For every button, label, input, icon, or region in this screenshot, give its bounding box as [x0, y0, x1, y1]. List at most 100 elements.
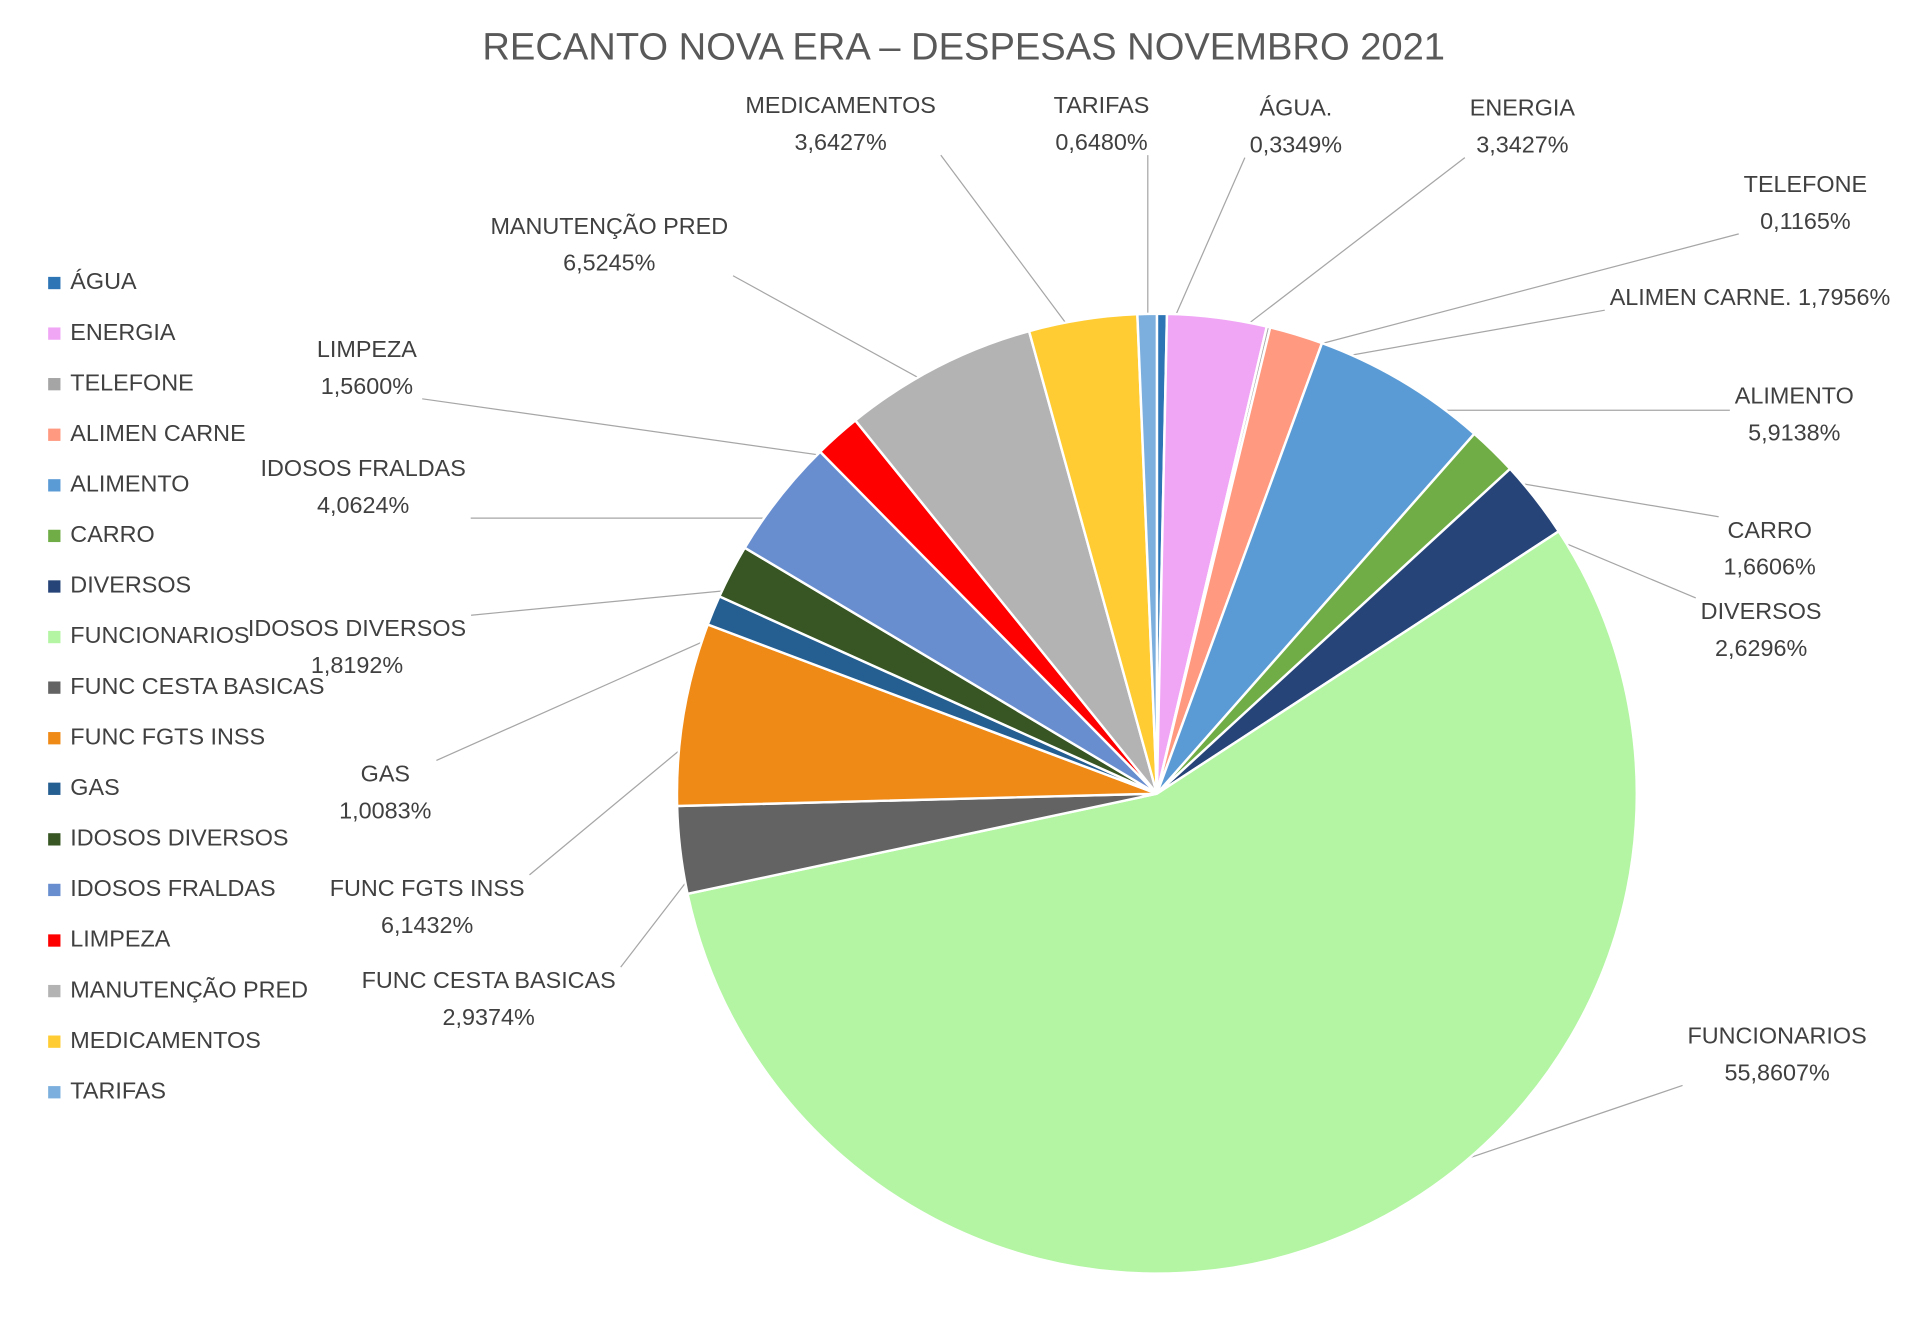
legend-label: TELEFONE: [70, 369, 193, 395]
data-label: ENERGIA 3,3427%: [1470, 95, 1576, 158]
data-label-text: ALIMEN CARNE. 1,7956%: [1610, 284, 1891, 310]
leader-line: [1212, 157, 1466, 352]
data-label: GAS 1,0083%: [339, 760, 431, 823]
data-label-name: MEDICAMENTOS: [745, 92, 935, 118]
data-label: FUNCIONARIOS 55,8607%: [1687, 1023, 1866, 1086]
legend-label: ENERGIA: [70, 319, 176, 345]
legend-swatch: [48, 479, 61, 492]
data-label-value: 3,3427%: [1476, 132, 1568, 158]
data-label-value: 2,6296%: [1715, 635, 1807, 661]
data-label: MANUTENÇÃO PRED 6,5245%: [490, 213, 728, 276]
data-label: ALIMENTO 5,9138%: [1735, 383, 1854, 446]
data-label-name: IDOSOS DIVERSOS: [248, 615, 466, 641]
legend-label: ALIMENTO: [70, 471, 189, 497]
data-label-name: TARIFAS: [1054, 92, 1150, 118]
pie-slice: [853, 329, 1159, 795]
legend-swatch: [48, 732, 61, 745]
data-label-value: 0,6480%: [1055, 129, 1147, 155]
data-label-value: 1,7956%: [1798, 284, 1890, 310]
data-label: MEDICAMENTOS 3,6427%: [745, 92, 935, 155]
legend-swatch: [48, 833, 61, 846]
data-label-value: 5,9138%: [1748, 420, 1840, 446]
data-label: LIMPEZA 1,5600%: [317, 336, 417, 399]
data-label-name: FUNCIONARIOS: [1687, 1023, 1866, 1049]
leader-line: [436, 622, 745, 761]
data-label: IDOSOS DIVERSOS 1,8192%: [248, 615, 466, 678]
legend-swatch: [48, 630, 61, 644]
data-label: IDOSOS FRALDAS 4,0624%: [261, 455, 466, 518]
data-label: FUNC CESTA BASICAS 2,9374%: [362, 967, 616, 1030]
legend-swatch: [48, 782, 61, 795]
data-label-name: MANUTENÇÃO PRED: [490, 213, 728, 239]
legend-swatch: [48, 934, 61, 947]
data-label-value: 1,6606%: [1724, 554, 1816, 580]
leader-line: [471, 586, 762, 616]
data-label-name: CARRO: [1727, 517, 1811, 543]
legend-label: FUNC CESTA BASICAS: [70, 673, 324, 699]
data-label: TARIFAS 0,6480%: [1054, 92, 1150, 155]
data-label-name: ALIMENTO: [1735, 383, 1854, 409]
data-label-value: 6,5245%: [563, 250, 655, 276]
data-label-name: IDOSOS FRALDAS: [261, 455, 466, 481]
data-label-name: FUNC CESTA BASICAS: [362, 967, 616, 993]
legend-label: TARIFAS: [70, 1077, 166, 1103]
legend-swatch: [48, 1086, 61, 1099]
data-label-value: 1,5600%: [321, 373, 413, 399]
data-label-name: ÁGUA.: [1260, 95, 1333, 121]
pie-slice: [686, 529, 1638, 1275]
data-label: DIVERSOS 2,6296%: [1701, 598, 1822, 661]
legend-swatch: [48, 529, 61, 543]
data-label-value: 0,1165%: [1760, 208, 1851, 234]
data-label-name: DIVERSOS: [1701, 598, 1822, 624]
data-label: TELEFONE 0,1165%: [1744, 171, 1867, 234]
legend-label: ÁGUA: [70, 268, 137, 294]
legend-label: FUNCIONARIOS: [70, 622, 249, 648]
legend-swatch: [48, 580, 61, 593]
data-label-name: TELEFONE: [1744, 171, 1867, 197]
leader-line: [940, 154, 1089, 354]
legend-label: ALIMEN CARNE: [70, 420, 245, 446]
data-label-value: 1,0083%: [339, 797, 431, 823]
legend-label: DIVERSOS: [70, 572, 191, 598]
legend-swatch: [48, 984, 61, 998]
leader-line: [422, 398, 860, 462]
data-label-name: FUNC FGTS INSS: [330, 875, 525, 901]
leader-line: [1260, 233, 1739, 361]
legend-swatch: [48, 378, 61, 391]
legend-swatch: [48, 276, 61, 290]
data-label-value: 3,6427%: [794, 129, 886, 155]
data-label-value: 2,9374%: [443, 1004, 535, 1030]
legend-label: LIMPEZA: [70, 926, 170, 952]
data-label-name: ALIMEN CARNE.: [1610, 284, 1792, 310]
legend-label: GAS: [70, 774, 119, 800]
legend-label: CARRO: [70, 521, 154, 547]
data-label-name: GAS: [361, 760, 410, 786]
legend-swatch: [48, 883, 61, 897]
legend-swatch: [48, 681, 61, 694]
legend-swatch: [48, 327, 61, 340]
legend-label: FUNC FGTS INSS: [70, 723, 265, 749]
legend-label: MEDICAMENTOS: [70, 1027, 260, 1053]
data-label-value: 0,3349%: [1250, 132, 1342, 158]
legend-swatch: [48, 428, 61, 441]
data-label: CARRO 1,6606%: [1724, 517, 1816, 580]
data-label-value: 55,8607%: [1724, 1059, 1829, 1085]
leader-line: [732, 275, 954, 398]
pie-slice: [675, 622, 1158, 808]
legend-label: MANUTENÇÃO PRED: [70, 976, 308, 1002]
pie-slice: [1155, 341, 1477, 795]
chart-title: RECANTO NOVA ERA – DESPESAS NOVEMBRO 202…: [482, 25, 1445, 68]
pie-slice: [1136, 312, 1159, 794]
data-label-name: ENERGIA: [1470, 95, 1576, 121]
data-label-value: 4,0624%: [317, 492, 409, 518]
legend-swatch: [48, 1035, 61, 1048]
data-label: ALIMEN CARNE. 1,7956%: [1610, 284, 1891, 310]
data-label-value: 6,1432%: [381, 912, 473, 938]
legend-label: IDOSOS FRALDAS: [70, 875, 275, 901]
data-label-name: LIMPEZA: [317, 336, 417, 362]
legend-label: IDOSOS DIVERSOS: [70, 825, 288, 851]
data-label: ÁGUA. 0,3349%: [1250, 95, 1342, 158]
data-label-value: 1,8192%: [311, 652, 403, 678]
data-label: FUNC FGTS INSS 6,1432%: [330, 875, 525, 938]
